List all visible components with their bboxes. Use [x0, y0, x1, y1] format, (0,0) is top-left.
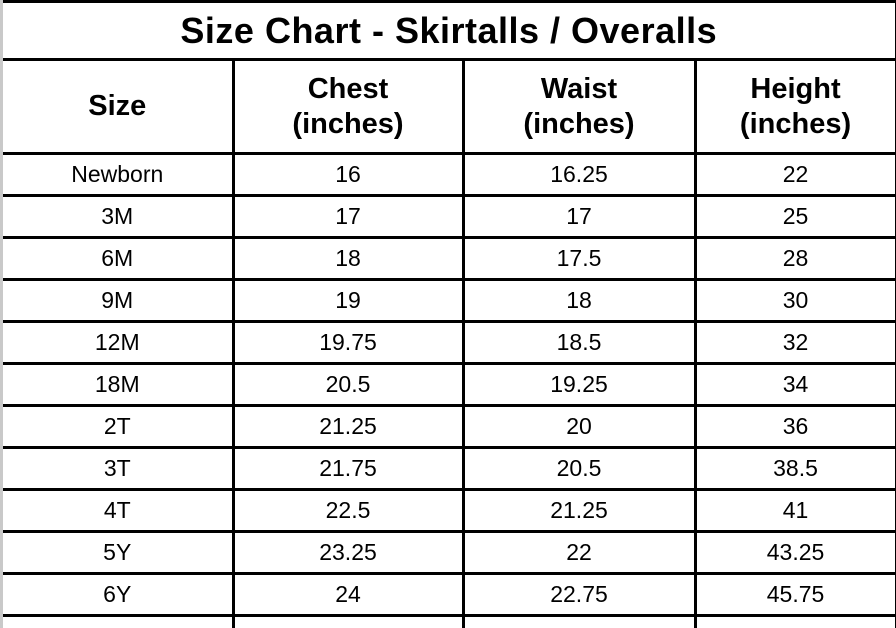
table-row: 5Y 23.25 22 43.25	[3, 530, 896, 575]
table-row: 12M 19.75 18.5 32	[3, 320, 896, 365]
size-cell: 3T	[3, 446, 235, 491]
measurement-cell: 19.25	[461, 362, 697, 407]
measurement-cell: 18	[461, 278, 697, 323]
clipped-cell	[231, 614, 465, 628]
size-cell: 6Y	[3, 572, 235, 617]
measurement-cell: 22.75	[461, 572, 697, 617]
measurement-cell: 21.25	[231, 404, 465, 449]
measurement-cell: 16	[231, 152, 465, 197]
measurement-cell: 28	[693, 236, 896, 281]
column-header-units: (inches)	[739, 107, 852, 140]
table-row: 9M 19 18 30	[3, 278, 896, 323]
table-row: 2T 21.25 20 36	[3, 404, 896, 449]
column-header-label: Size	[88, 90, 147, 123]
column-header-units: (inches)	[292, 107, 404, 140]
table-row: 18M 20.5 19.25 34	[3, 362, 896, 407]
title-row: Size Chart - Skirtalls / Overalls	[3, 0, 896, 61]
measurement-cell: 34	[693, 362, 896, 407]
column-header-chest: Chest (inches)	[231, 58, 465, 155]
clipped-cell	[461, 614, 697, 628]
measurement-cell: 20.5	[231, 362, 465, 407]
column-header-label: Chest	[307, 73, 389, 106]
measurement-cell: 24	[231, 572, 465, 617]
measurement-cell: 18.5	[461, 320, 697, 365]
measurement-cell: 22	[461, 530, 697, 575]
column-header-height: Height (inches)	[693, 58, 896, 155]
measurement-cell: 21.75	[231, 446, 465, 491]
size-chart-table: Size Chart - Skirtalls / Overalls Size Ch…	[3, 0, 896, 628]
clipped-cell	[3, 614, 235, 628]
measurement-cell: 23.25	[231, 530, 465, 575]
measurement-cell: 18	[231, 236, 465, 281]
clipped-partial-row	[3, 614, 896, 628]
measurement-cell: 32	[693, 320, 896, 365]
size-cell: 6M	[3, 236, 235, 281]
table-row: Newborn 16 16.25 22	[3, 152, 896, 197]
measurement-cell: 36	[693, 404, 896, 449]
column-header-units: (inches)	[523, 107, 635, 140]
measurement-cell: 19.75	[231, 320, 465, 365]
size-cell: 12M	[3, 320, 235, 365]
size-cell: 2T	[3, 404, 235, 449]
size-cell: Newborn	[3, 152, 235, 197]
measurement-cell: 30	[693, 278, 896, 323]
measurement-cell: 41	[693, 488, 896, 533]
size-cell: 4T	[3, 488, 235, 533]
measurement-cell: 20	[461, 404, 697, 449]
measurement-cell: 45.75	[693, 572, 896, 617]
size-cell: 18M	[3, 362, 235, 407]
column-header-label: Height	[750, 73, 841, 106]
measurement-cell: 22	[693, 152, 896, 197]
measurement-cell: 17	[461, 194, 697, 239]
measurement-cell: 25	[693, 194, 896, 239]
measurement-cell: 19	[231, 278, 465, 323]
table-row: 4T 22.5 21.25 41	[3, 488, 896, 533]
measurement-cell: 17.5	[461, 236, 697, 281]
table-row: 3T 21.75 20.5 38.5	[3, 446, 896, 491]
size-cell: 3M	[3, 194, 235, 239]
measurement-cell: 21.25	[461, 488, 697, 533]
column-header-label: Waist	[540, 73, 618, 106]
table-row: 6M 18 17.5 28	[3, 236, 896, 281]
column-header-waist: Waist (inches)	[461, 58, 697, 155]
column-header-size: Size	[3, 58, 235, 155]
table-row: 6Y 24 22.75 45.75	[3, 572, 896, 617]
size-cell: 9M	[3, 278, 235, 323]
measurement-cell: 17	[231, 194, 465, 239]
measurement-cell: 38.5	[693, 446, 896, 491]
table-row: 3M 17 17 25	[3, 194, 896, 239]
measurement-cell: 43.25	[693, 530, 896, 575]
measurement-cell: 20.5	[461, 446, 697, 491]
clipped-cell	[693, 614, 896, 628]
column-header-row: Size Chest (inches) Waist (inches) Height (inc…	[3, 58, 896, 155]
size-cell: 5Y	[3, 530, 235, 575]
measurement-cell: 16.25	[461, 152, 697, 197]
table-title: Size Chart - Skirtalls / Overalls	[3, 0, 896, 61]
measurement-cell: 22.5	[231, 488, 465, 533]
